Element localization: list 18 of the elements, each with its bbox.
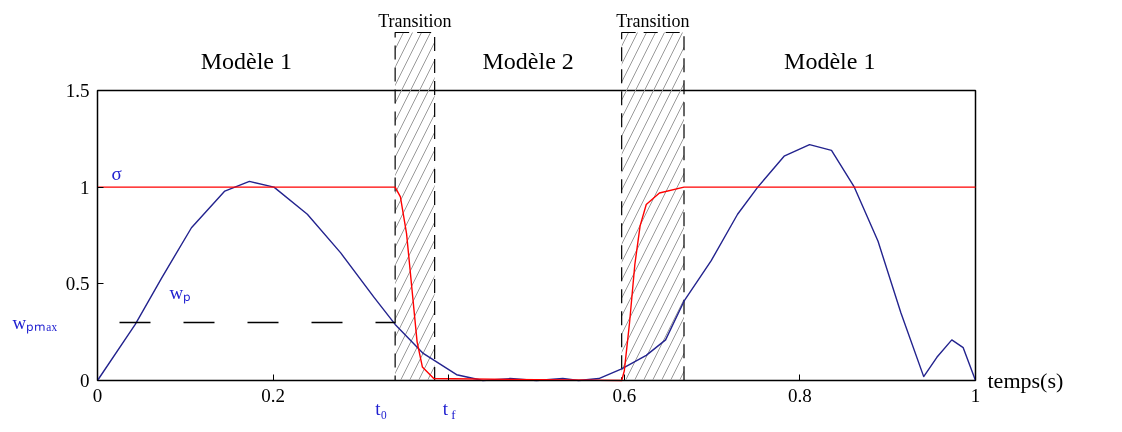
band-label: Transition xyxy=(616,10,690,31)
x-tick-label: 0.6 xyxy=(612,384,637,406)
x-axis-title: temps(s) xyxy=(987,368,1064,393)
text: Modèle 2 xyxy=(482,47,574,74)
annotation: t₀ xyxy=(375,398,388,419)
x-tick-label: 1 xyxy=(970,384,981,406)
text: Modèle 1 xyxy=(784,47,876,74)
y-tick-label: 0.5 xyxy=(65,273,90,295)
band-label: Transition xyxy=(378,10,452,31)
y-tick-label: 1.5 xyxy=(65,80,90,101)
x-tick-label: 0.8 xyxy=(788,384,812,406)
series-label: σ xyxy=(111,162,122,184)
text: wₚₘₐₓ xyxy=(12,312,58,334)
text: Modèle 1 xyxy=(200,47,292,74)
x-tick-label: 0.2 xyxy=(261,384,285,406)
y-tick-label: 0 xyxy=(80,370,90,391)
series-label: wₚ xyxy=(169,281,192,304)
y-tick-label: 1 xyxy=(80,176,90,198)
